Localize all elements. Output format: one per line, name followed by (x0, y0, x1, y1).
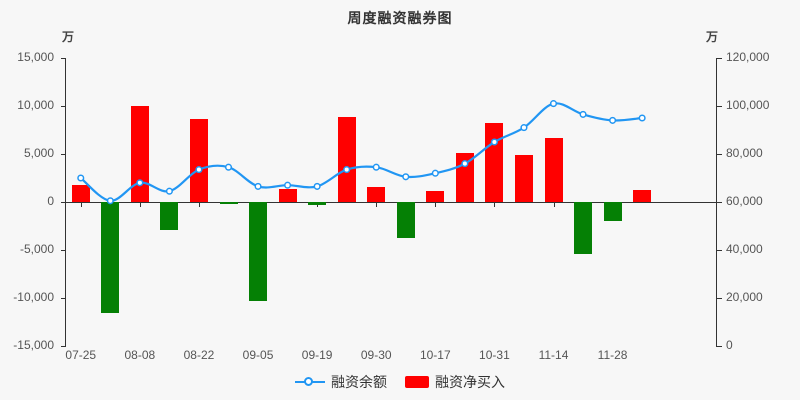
right-axis-tick-label: 80,000 (726, 146, 763, 160)
left-axis-tick (61, 298, 66, 299)
legend-item-bar[interactable]: 融资净买入 (405, 372, 505, 392)
right-axis-tick-label: 60,000 (726, 194, 763, 208)
bar-negative[interactable] (219, 202, 238, 204)
right-axis-tick (717, 202, 722, 203)
bar-positive[interactable] (514, 154, 533, 202)
bar-negative[interactable] (249, 202, 268, 301)
bar-positive[interactable] (544, 137, 563, 202)
bar-positive[interactable] (455, 153, 474, 202)
right-axis-line (716, 58, 717, 347)
left-axis-tick (61, 106, 66, 107)
right-axis-tick-label: 20,000 (726, 290, 763, 304)
line-data-point[interactable] (77, 174, 85, 182)
bar-negative[interactable] (574, 202, 593, 254)
x-axis-tick-label: 11-14 (538, 348, 569, 362)
x-axis-tick (435, 202, 436, 207)
x-axis-tick (199, 202, 200, 207)
x-axis-tick-label: 09-05 (242, 348, 274, 362)
right-axis-tick-label: 100,000 (726, 98, 770, 112)
line-data-point[interactable] (638, 114, 646, 122)
left-axis-tick-label: -5,000 (19, 242, 54, 256)
line-data-point[interactable] (254, 182, 262, 190)
right-axis-unit-label: 万 (706, 30, 719, 44)
x-axis-tick-label: 10-31 (479, 348, 510, 362)
right-axis-tick (717, 58, 722, 59)
line-data-point[interactable] (372, 163, 380, 171)
bar-negative[interactable] (603, 202, 622, 222)
x-axis-tick-label: 09-19 (301, 348, 333, 362)
legend-item-line[interactable]: 融资余额 (295, 372, 387, 392)
x-axis-tick (81, 202, 82, 207)
line-data-point[interactable] (579, 110, 587, 118)
line-marker-icon (295, 376, 325, 388)
x-axis-tick (494, 202, 495, 207)
left-axis-tick-label: -10,000 (13, 290, 54, 304)
bar-positive[interactable] (485, 123, 504, 202)
left-axis-tick-label: 5,000 (23, 146, 54, 160)
line-data-point[interactable] (224, 163, 233, 171)
bar-positive[interactable] (337, 116, 356, 202)
bar-positive[interactable] (278, 188, 297, 202)
line-data-point[interactable] (431, 169, 439, 177)
x-axis-tick-label: 10-17 (419, 348, 451, 362)
legend-label-bar: 融资净买入 (435, 374, 505, 390)
x-axis-tick-label: 08-08 (124, 348, 156, 362)
x-axis-tick (376, 202, 377, 207)
x-axis-tick-label: 09-30 (360, 348, 392, 362)
line-data-point[interactable] (549, 100, 558, 108)
chart-title: 周度融资融券图 (347, 10, 453, 26)
left-axis-tick (61, 154, 66, 155)
left-axis-tick-label: 10,000 (17, 98, 54, 112)
bar-negative[interactable] (160, 202, 179, 230)
line-data-point[interactable] (165, 187, 173, 195)
right-axis-tick-label: 40,000 (726, 242, 763, 256)
bar-marker-icon (405, 376, 429, 388)
x-axis-tick-label: 11-28 (597, 348, 628, 362)
x-axis-tick (140, 202, 141, 207)
bar-positive[interactable] (367, 186, 386, 202)
line-data-point[interactable] (609, 116, 617, 124)
bar-negative[interactable] (308, 202, 327, 205)
bar-positive[interactable] (633, 190, 652, 202)
left-axis-tick (61, 250, 66, 251)
x-axis-tick (554, 202, 555, 207)
left-axis-tick (61, 58, 66, 59)
left-axis-tick-label: 0 (47, 194, 54, 208)
left-axis-tick-label: -15,000 (13, 338, 54, 352)
bar-positive[interactable] (426, 191, 445, 202)
line-data-point[interactable] (313, 182, 321, 190)
right-axis-tick (717, 154, 722, 155)
x-axis-tick-label: 07-25 (65, 348, 97, 362)
bar-negative[interactable] (396, 202, 415, 239)
right-axis-tick-label: 120,000 (726, 50, 770, 64)
line-data-point[interactable] (520, 124, 528, 132)
line-data-point[interactable] (402, 173, 410, 181)
legend-label-line: 融资余额 (331, 374, 387, 390)
line-data-point[interactable] (284, 181, 292, 189)
right-axis-tick (717, 250, 722, 251)
right-axis-tick (717, 298, 722, 299)
chart-legend: 融资余额 融资净买入 (0, 372, 800, 392)
left-axis-unit-label: 万 (62, 30, 75, 44)
bar-positive[interactable] (130, 106, 149, 202)
right-axis-tick (717, 346, 722, 347)
bar-positive[interactable] (71, 184, 90, 202)
bar-negative[interactable] (101, 202, 120, 314)
zero-baseline (66, 202, 716, 203)
bar-positive[interactable] (189, 119, 208, 202)
right-axis-tick (717, 106, 722, 107)
left-axis-tick (61, 202, 66, 203)
x-axis-tick-label: 08-22 (183, 348, 215, 362)
right-axis-tick-label: 0 (726, 338, 733, 352)
left-axis-tick (61, 346, 66, 347)
left-axis-tick-label: 15,000 (17, 50, 54, 64)
